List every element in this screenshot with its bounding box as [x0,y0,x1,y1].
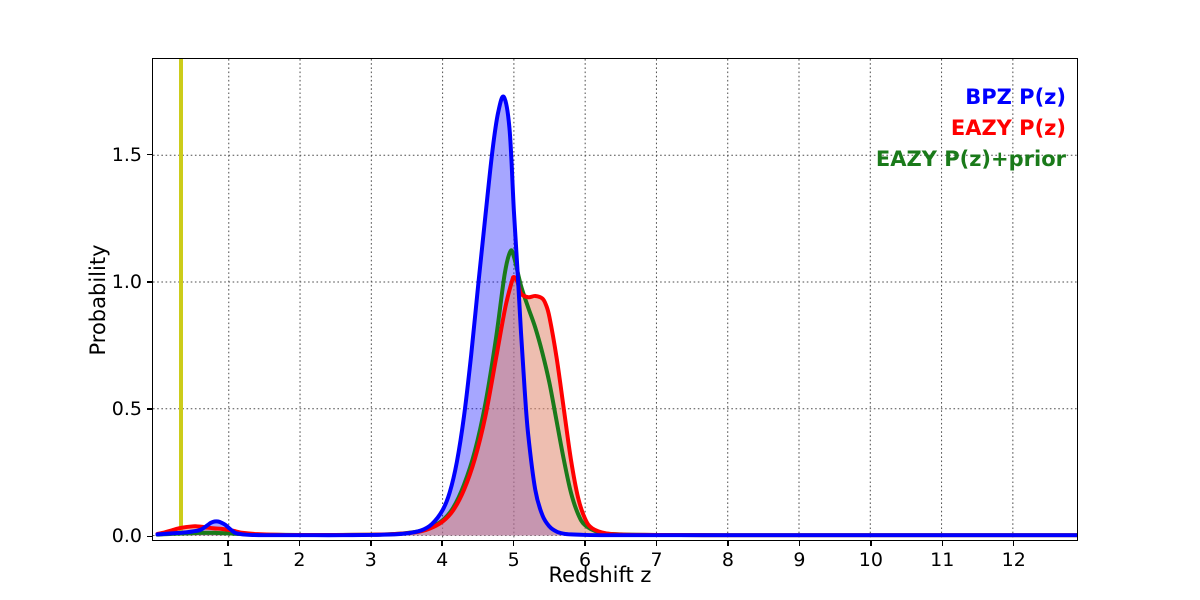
y-axis-tick-label: 1.5 [111,143,142,166]
x-axis-tickmark [727,541,729,546]
x-axis-tick-label: 11 [930,549,955,571]
data-curves [155,59,1077,538]
x-axis-tick-label: 5 [507,549,520,571]
x-axis-label: Redshift z [548,563,652,587]
x-axis-tick-label: 12 [1001,549,1026,571]
y-axis-tickmark [147,408,152,410]
x-axis-tickmark [870,541,872,546]
legend-item-3: EAZY P(z)+prior [875,147,1066,171]
x-axis-tick-label: 7 [650,549,663,571]
x-axis-tick-label: 8 [721,549,735,571]
x-axis-tick-label: 4 [436,549,449,571]
x-axis-tick-label: 1 [221,549,234,571]
x-axis-tickmark [298,541,301,546]
plot-area [152,58,1078,541]
x-axis-tickmark [798,541,801,546]
x-axis-tick-label: 3 [364,549,377,571]
x-axis-tickmark [584,541,586,546]
x-axis-tickmark [512,541,515,546]
x-axis-tickmark [655,541,658,546]
x-axis-tick-label: 2 [293,549,306,571]
x-axis-tickmark [1012,541,1015,546]
y-axis-tickmark [147,153,152,156]
y-axis-tick-label: 1.0 [111,270,142,293]
x-axis-tickmark [370,541,372,546]
legend-item-1: BPZ P(z) [965,85,1066,109]
y-axis-tick-label: 0.5 [111,398,142,421]
y-axis-tickmark [147,535,152,538]
x-axis-tick-label: 9 [793,549,806,571]
x-axis-tickmark [941,541,944,546]
x-axis-tickmark [227,541,229,546]
x-axis-tick-label: 10 [858,549,883,571]
x-axis-tick-label: 6 [579,549,592,571]
y-axis-tickmark [147,281,152,283]
legend-item-2: EAZY P(z) [950,116,1066,140]
y-axis-label: Probability [86,244,110,356]
y-axis-tick-label: 0.0 [111,525,142,548]
x-axis-tickmark [441,541,443,546]
